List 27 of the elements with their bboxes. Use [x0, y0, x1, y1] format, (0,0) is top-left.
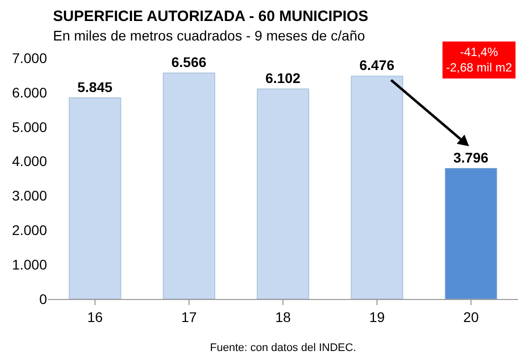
data-label: 6.476 [359, 57, 395, 74]
y-tick-label: 5.000 [12, 118, 48, 135]
y-tick-label: 3.000 [12, 188, 48, 204]
data-label: 6.102 [265, 70, 301, 86]
annotation: -41,4% -2,68 mil m2 [446, 45, 512, 75]
bar [256, 88, 310, 299]
x-tick-label: 20 [463, 308, 479, 325]
y-tick-label: 7.000 [12, 50, 48, 66]
y-tick-label: 1.000 [12, 256, 48, 272]
x-tick-label: 17 [181, 308, 197, 325]
y-tick-label: 6.000 [12, 84, 48, 100]
x-tick-label: 18 [275, 308, 291, 325]
bar [350, 76, 404, 299]
data-label: 6.566 [171, 54, 207, 70]
chart-subtitle: En miles de metros cuadrados - 9 meses de c/año [53, 28, 366, 44]
y-tick-label: 2.000 [12, 222, 48, 238]
y-tick-label: 0 [39, 290, 48, 307]
x-tick-label: 19 [369, 308, 385, 325]
bar [68, 98, 122, 299]
bar [444, 168, 498, 299]
source-note: Fuente: con datos del INDEC. [210, 342, 356, 354]
chart-title: SUPERFICIE AUTORIZADA - 60 MUNICIPIOS [53, 8, 368, 26]
data-label: 3.796 [453, 149, 489, 166]
bar [162, 72, 216, 299]
x-tick-label: 16 [87, 308, 103, 325]
data-label: 5.845 [77, 78, 113, 95]
y-tick-label: 4.000 [12, 153, 48, 170]
